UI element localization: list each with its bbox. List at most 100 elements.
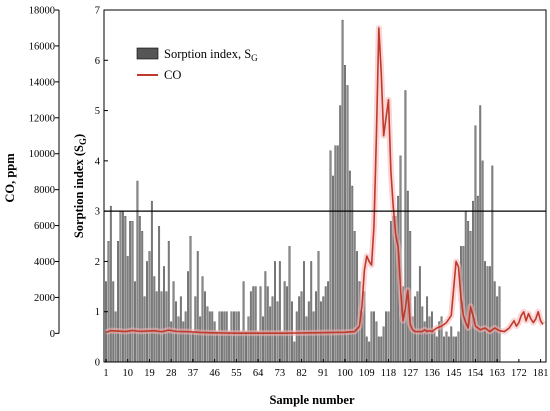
x-tick-label: 55 bbox=[231, 368, 242, 379]
x-tick-label: 46 bbox=[209, 368, 220, 379]
x-tick-label: 181 bbox=[533, 368, 549, 379]
plot-frame bbox=[103, 9, 547, 363]
x-tick-label: 172 bbox=[511, 368, 527, 379]
x-tick-label: 145 bbox=[446, 368, 462, 379]
sorption-bar bbox=[247, 316, 250, 363]
sorption-bar bbox=[310, 261, 313, 363]
sorption-bar bbox=[235, 311, 238, 363]
sorption-bar bbox=[286, 286, 289, 363]
y-tick-label: 1 bbox=[95, 307, 100, 318]
x-tick-label: 28 bbox=[166, 368, 177, 379]
sorption-bar bbox=[225, 311, 228, 363]
co-tick-label: 2000 bbox=[34, 293, 55, 304]
sorption-bar bbox=[353, 231, 356, 363]
sorption-bar bbox=[303, 261, 305, 363]
sorption-bar bbox=[121, 210, 124, 363]
sorption-bar bbox=[146, 261, 148, 363]
sorption-bar bbox=[163, 266, 165, 363]
sorption-bar bbox=[375, 321, 378, 363]
sorption-bar bbox=[373, 311, 375, 363]
sorption-bar bbox=[155, 291, 158, 363]
line-layer bbox=[105, 24, 546, 337]
sorption-bar bbox=[377, 336, 380, 363]
legend-bar-label: Sorption index, SG bbox=[164, 47, 258, 63]
co-axis: 0 2000 4000 6000 8000 10000 12000 14000 16000 180… bbox=[29, 6, 60, 340]
sorption-bar bbox=[134, 281, 136, 363]
co-line bbox=[105, 27, 544, 334]
y-axis-title-sub: G bbox=[78, 138, 88, 145]
sorption-bar bbox=[177, 316, 180, 363]
sorption-bar bbox=[274, 261, 276, 363]
sorption-bar bbox=[452, 336, 455, 363]
sorption-bar bbox=[228, 331, 231, 363]
co-tick-label: 12000 bbox=[29, 113, 55, 124]
sorption-bar bbox=[271, 296, 274, 363]
x-tick-label: 163 bbox=[489, 368, 505, 379]
sorption-bar bbox=[138, 215, 141, 363]
sorption-bar bbox=[230, 311, 233, 363]
sorption-bar bbox=[479, 105, 482, 363]
x-tick-label: 118 bbox=[381, 368, 396, 379]
legend: Sorption index, SG CO bbox=[136, 47, 258, 82]
sorption-bar bbox=[148, 251, 151, 363]
co-tick-label: 4000 bbox=[34, 257, 55, 268]
sorption-bar bbox=[107, 241, 110, 363]
y-axis-title: Sorption index (SG) bbox=[72, 134, 88, 238]
sorption-bar bbox=[262, 316, 264, 363]
sorption-bar bbox=[356, 251, 359, 363]
x-tick-label: 127 bbox=[402, 368, 418, 379]
sorption-bar bbox=[317, 251, 320, 363]
sorption-bar bbox=[382, 326, 385, 363]
y-axis-title-main: Sorption index (S bbox=[72, 145, 86, 238]
sorption-bar bbox=[249, 291, 252, 363]
sorption-bar bbox=[109, 205, 112, 363]
sorption-bar bbox=[131, 221, 134, 363]
sorption-bar bbox=[264, 271, 267, 363]
sorption-bar bbox=[240, 331, 243, 363]
sorption-bar bbox=[484, 261, 486, 363]
x-axis-title: Sample number bbox=[269, 393, 355, 407]
sorption-bar bbox=[406, 190, 409, 363]
sorption-bar bbox=[213, 321, 216, 363]
sorption-bar bbox=[389, 221, 392, 363]
sorption-bar bbox=[189, 236, 192, 363]
x-tick-label: 154 bbox=[468, 368, 485, 379]
sorption-bar bbox=[242, 281, 245, 363]
sorption-bar bbox=[281, 331, 284, 363]
sorption-bar bbox=[370, 311, 373, 363]
y-tick-label: 2 bbox=[95, 257, 100, 268]
sorption-bar bbox=[322, 296, 325, 363]
y-axis-title-end: ) bbox=[72, 134, 86, 138]
sorption-bar bbox=[455, 336, 458, 363]
co-tick-label: 8000 bbox=[34, 185, 55, 196]
sorption-bar bbox=[344, 65, 346, 363]
left-axis: 0 1 2 3 4 5 6 7 bbox=[95, 6, 108, 369]
sorption-bar bbox=[160, 291, 163, 363]
sorption-bar bbox=[476, 195, 479, 363]
x-tick-label: 10 bbox=[122, 368, 133, 379]
x-tick-label: 100 bbox=[337, 368, 353, 379]
sorption-bar bbox=[233, 311, 235, 363]
sorption-bar bbox=[443, 336, 445, 363]
sorption-bar bbox=[488, 266, 491, 363]
x-tick-label: 136 bbox=[424, 368, 440, 379]
sorption-bar bbox=[167, 241, 170, 363]
co-tick-label: 14000 bbox=[29, 77, 55, 88]
sorption-bar bbox=[450, 326, 453, 363]
sorption-bar bbox=[126, 256, 129, 363]
sorption-bar bbox=[129, 221, 132, 363]
sorption-bar bbox=[266, 286, 269, 363]
sorption-bar bbox=[312, 311, 315, 363]
x-tick-label: 82 bbox=[296, 368, 307, 379]
sorption-bar bbox=[428, 316, 431, 363]
sorption-bar bbox=[165, 291, 168, 363]
sorption-bar bbox=[153, 276, 156, 363]
x-tick-label: 37 bbox=[188, 368, 199, 379]
sorption-bar bbox=[346, 85, 349, 363]
sorption-bar bbox=[288, 246, 291, 363]
x-tick-label: 64 bbox=[253, 368, 264, 379]
co-tick-label: 0 bbox=[50, 329, 55, 340]
sorption-bar bbox=[365, 336, 368, 363]
sorption-bar bbox=[324, 286, 327, 363]
sorption-bar bbox=[252, 286, 255, 363]
